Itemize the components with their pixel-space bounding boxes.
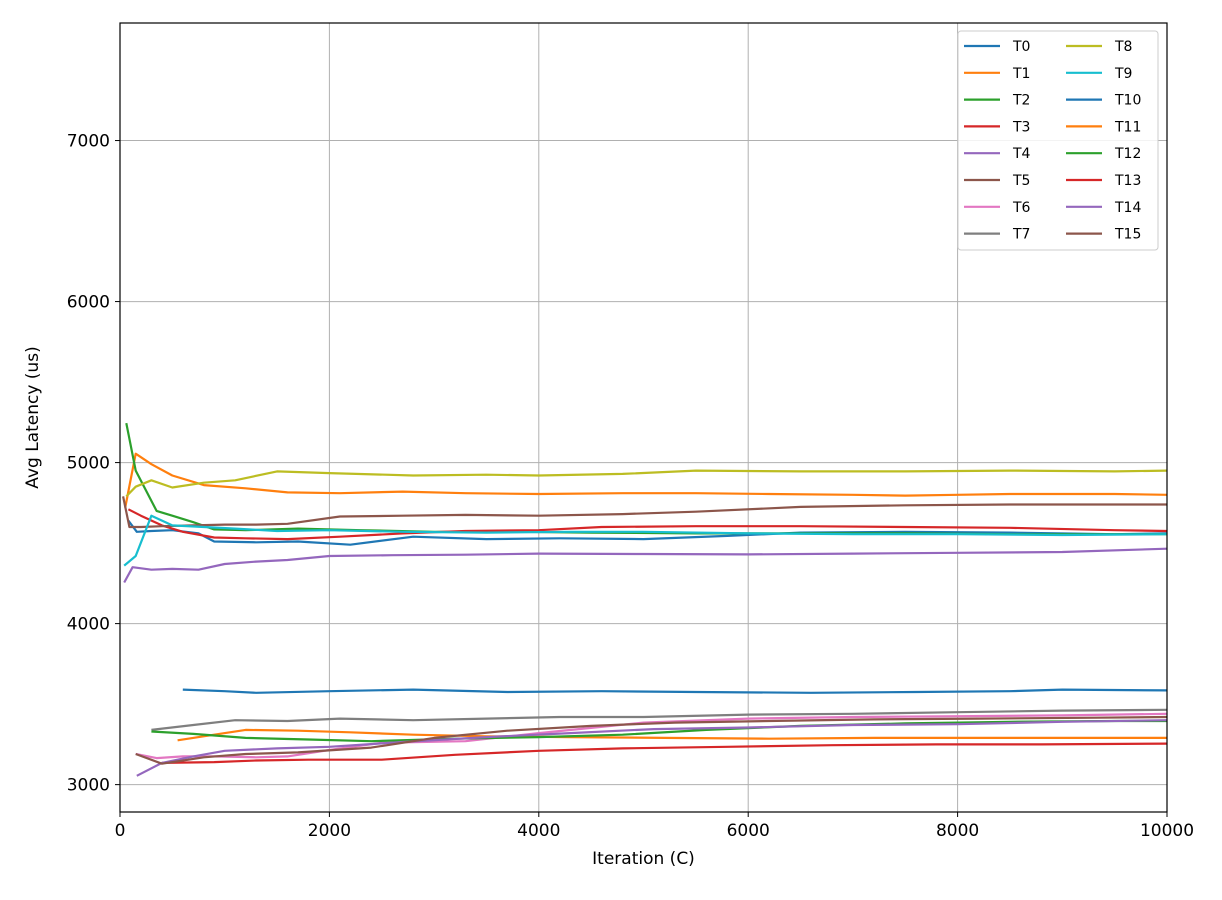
x-tick-label: 6000: [727, 821, 770, 841]
legend-label: T6: [1012, 200, 1031, 216]
series-line-t0: [127, 519, 1168, 546]
legend-label: T14: [1114, 200, 1141, 216]
series-line-t9: [123, 514, 1168, 567]
legend-label: T2: [1012, 93, 1030, 109]
y-tick-label: 7000: [67, 132, 110, 152]
legend-label: T4: [1012, 146, 1031, 162]
series-line-t15: [135, 715, 1168, 765]
legend-label: T7: [1012, 227, 1030, 243]
series-line-t8: [125, 469, 1168, 498]
series-line-t4: [123, 547, 1168, 584]
x-tick-label: 4000: [517, 821, 560, 841]
y-tick-label: 4000: [67, 615, 110, 635]
legend-label: T5: [1012, 173, 1030, 189]
y-tick-label: 3000: [67, 776, 110, 796]
x-tick-label: 2000: [308, 821, 351, 841]
legend-label: T3: [1012, 119, 1030, 135]
legend: T0 T1 T2 T3 T4 T5 T6 T7 T8 T9 T10 T11 T12 T13 T14 T15: [957, 30, 1159, 251]
legend-box: [957, 30, 1159, 251]
x-tick-label: 10000: [1140, 821, 1194, 841]
legend-label: T13: [1114, 173, 1141, 189]
legend-label: T9: [1114, 66, 1132, 82]
x-tick-label: 0: [115, 821, 126, 841]
legend-label: T12: [1114, 146, 1141, 162]
y-tick-label: 6000: [67, 293, 110, 313]
series-line-t10: [182, 688, 1168, 694]
axis-ticks: 0 2000 4000 6000 8000 10000 3000 4000 5000 6000 70…: [67, 132, 1194, 841]
x-tick-label: 8000: [936, 821, 979, 841]
y-axis-title: Avg Latency (us): [23, 346, 43, 488]
series-layer: [122, 422, 1168, 777]
series-line-t5: [122, 496, 1167, 529]
legend-label: T10: [1114, 93, 1141, 109]
legend-label: T15: [1114, 227, 1141, 243]
y-tick-label: 5000: [67, 454, 110, 474]
series-line-t7: [151, 708, 1168, 731]
series-line-t12: [151, 719, 1167, 743]
plot-frame: [119, 22, 1168, 813]
legend-label: T0: [1012, 39, 1030, 55]
legend-label: T11: [1114, 119, 1141, 135]
series-line-t13: [161, 742, 1168, 764]
x-axis-title: Iteration (C): [592, 849, 695, 869]
legend-label: T8: [1114, 39, 1132, 55]
series-line-t14: [136, 719, 1168, 777]
series-line-t1: [124, 452, 1168, 508]
legend-label: T1: [1012, 66, 1030, 82]
